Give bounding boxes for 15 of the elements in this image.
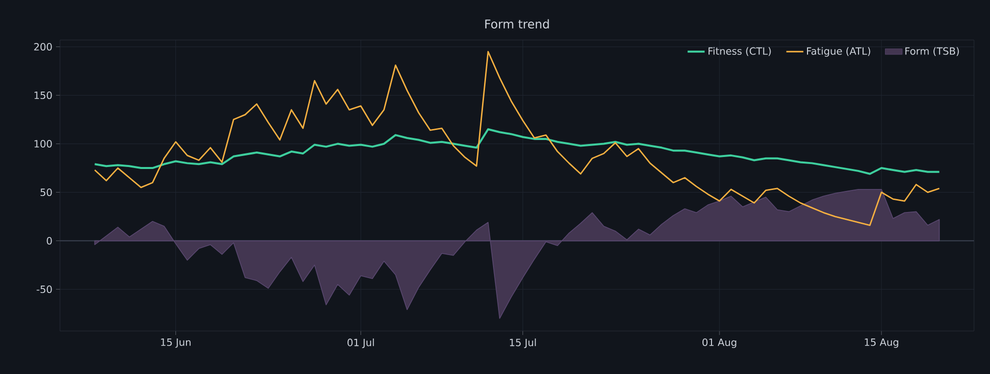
- legend-label: Form (TSB): [905, 47, 959, 56]
- x-tick-label: 01 Jul: [348, 338, 374, 348]
- y-tick-label: -50: [36, 286, 52, 294]
- y-tick-label: 150: [34, 92, 52, 100]
- y-tick-label: 0: [46, 237, 52, 245]
- legend-label: Fatigue (ATL): [807, 47, 870, 57]
- x-tick-label: 01 Aug: [702, 338, 736, 348]
- chart-title: Form trend: [485, 19, 549, 28]
- y-tick-label: 100: [34, 140, 52, 148]
- legend-label: Fitness (CTL): [708, 47, 771, 56]
- x-tick-label: 15 Jul: [510, 338, 536, 348]
- y-tick-label: 200: [34, 43, 52, 51]
- y-tick-label: 50: [40, 188, 52, 196]
- x-tick-label: 15 Jun: [161, 338, 191, 348]
- x-tick-label: 15 Aug: [864, 338, 898, 348]
